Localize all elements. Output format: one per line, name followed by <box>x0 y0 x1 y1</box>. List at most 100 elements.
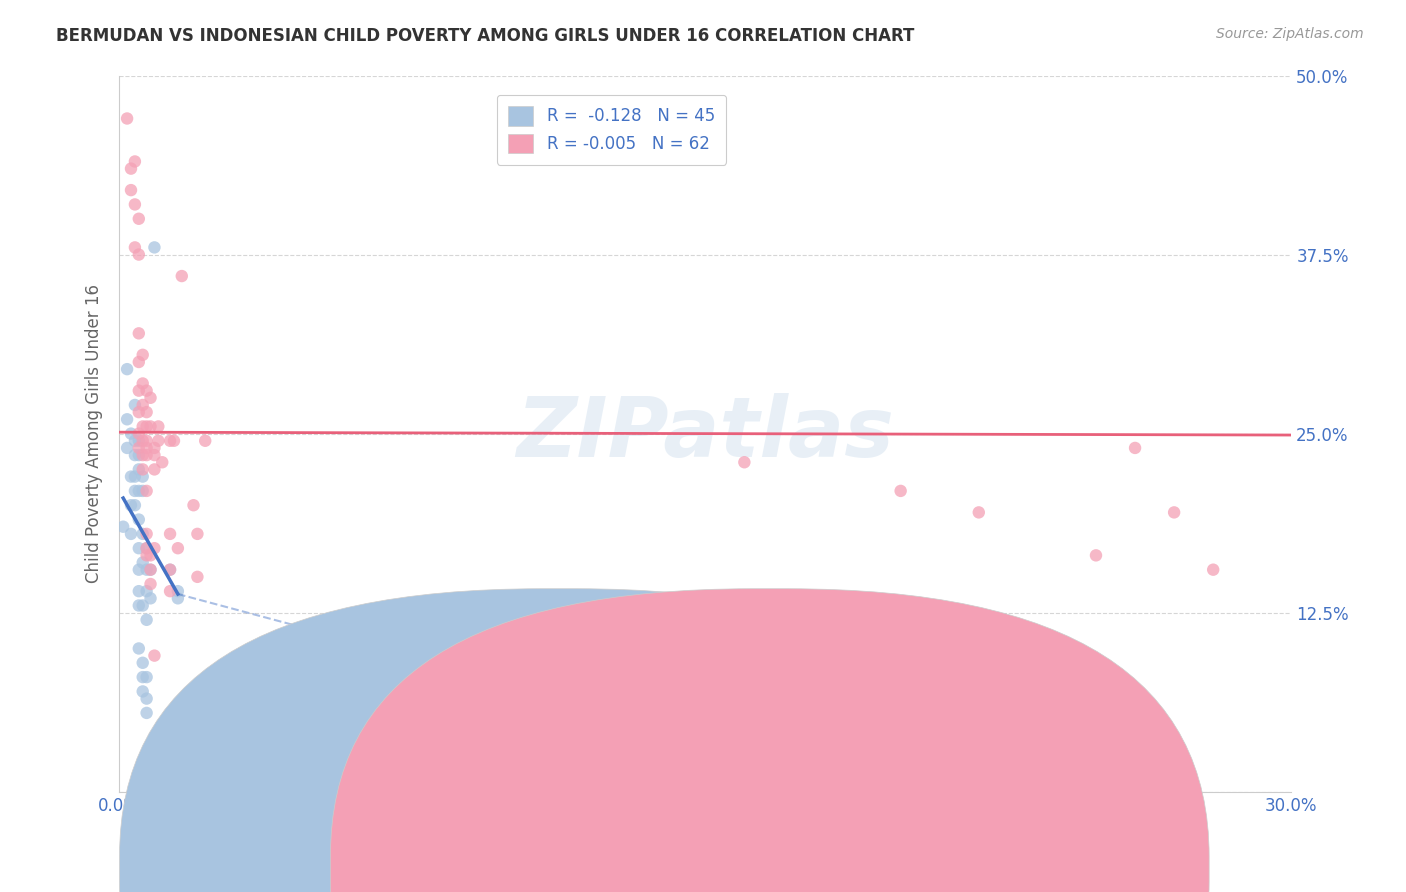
Point <box>135 384 157 398</box>
Point <box>135 706 157 720</box>
Point <box>128 247 150 261</box>
Point <box>135 483 157 498</box>
Point <box>143 240 166 254</box>
Point <box>139 563 162 577</box>
Point <box>124 154 146 169</box>
Text: Bermudans: Bermudans <box>591 861 685 879</box>
Point <box>128 448 150 462</box>
Point <box>112 519 135 533</box>
Point <box>128 641 150 656</box>
Point <box>115 112 138 126</box>
Point <box>128 326 150 341</box>
Point <box>132 670 155 684</box>
Point <box>159 434 181 448</box>
Point <box>120 469 142 483</box>
Point <box>148 434 170 448</box>
Point <box>124 398 146 412</box>
Point <box>150 455 173 469</box>
Point <box>128 384 150 398</box>
Text: Indonesians: Indonesians <box>787 861 887 879</box>
Point <box>132 483 155 498</box>
Point <box>183 498 205 512</box>
Point <box>186 570 208 584</box>
Point <box>132 348 155 362</box>
Point <box>135 441 157 455</box>
Point <box>163 434 186 448</box>
Point <box>132 599 155 613</box>
Point <box>159 563 181 577</box>
Point <box>124 483 146 498</box>
Point <box>120 183 142 197</box>
Point <box>143 541 166 556</box>
Point <box>139 577 162 591</box>
Point <box>124 469 146 483</box>
Point <box>159 563 181 577</box>
Point <box>167 591 190 606</box>
Point <box>135 691 157 706</box>
Point <box>143 441 166 455</box>
Point <box>132 684 155 698</box>
Point <box>135 670 157 684</box>
Point <box>143 448 166 462</box>
Point <box>1202 563 1225 577</box>
Point <box>143 648 166 663</box>
Point <box>967 505 990 519</box>
Point <box>148 419 170 434</box>
Point <box>128 462 150 476</box>
Point <box>135 541 157 556</box>
Point <box>167 541 190 556</box>
Legend: R =  -0.128   N = 45, R = -0.005   N = 62: R = -0.128 N = 45, R = -0.005 N = 62 <box>496 95 727 165</box>
Point <box>115 441 138 455</box>
Point <box>139 549 162 563</box>
Point <box>1123 441 1146 455</box>
Point <box>128 584 150 599</box>
Point <box>135 563 157 577</box>
Point <box>139 591 162 606</box>
Point <box>128 211 150 226</box>
Point <box>135 541 157 556</box>
Point <box>1085 549 1108 563</box>
Point <box>128 405 150 419</box>
Point <box>128 541 150 556</box>
Point <box>128 426 150 441</box>
Point <box>128 441 150 455</box>
Point <box>143 462 166 476</box>
Point <box>170 268 193 283</box>
Text: BERMUDAN VS INDONESIAN CHILD POVERTY AMONG GIRLS UNDER 16 CORRELATION CHART: BERMUDAN VS INDONESIAN CHILD POVERTY AMO… <box>56 27 915 45</box>
Y-axis label: Child Poverty Among Girls Under 16: Child Poverty Among Girls Under 16 <box>86 285 103 583</box>
Point <box>135 434 157 448</box>
Text: Source: ZipAtlas.com: Source: ZipAtlas.com <box>1216 27 1364 41</box>
Point <box>135 448 157 462</box>
Point <box>132 656 155 670</box>
Point <box>139 563 162 577</box>
Point <box>128 512 150 526</box>
Point <box>135 584 157 599</box>
Point <box>128 599 150 613</box>
Point <box>120 161 142 176</box>
Point <box>186 527 208 541</box>
Point <box>132 398 155 412</box>
Point <box>128 434 150 448</box>
Point <box>135 419 157 434</box>
Point <box>135 549 157 563</box>
Point <box>890 483 912 498</box>
Point <box>132 556 155 570</box>
Point <box>194 434 217 448</box>
Point <box>132 469 155 483</box>
Point <box>1163 505 1185 519</box>
Point <box>115 362 138 376</box>
Point <box>124 197 146 211</box>
Point <box>132 434 155 448</box>
Point <box>132 376 155 391</box>
Point <box>120 426 142 441</box>
Point <box>128 483 150 498</box>
Point <box>733 455 755 469</box>
Point <box>132 419 155 434</box>
Point <box>128 355 150 369</box>
Point <box>159 527 181 541</box>
Point <box>139 419 162 434</box>
Point <box>132 462 155 476</box>
Point <box>135 613 157 627</box>
Point <box>132 527 155 541</box>
Point <box>135 527 157 541</box>
